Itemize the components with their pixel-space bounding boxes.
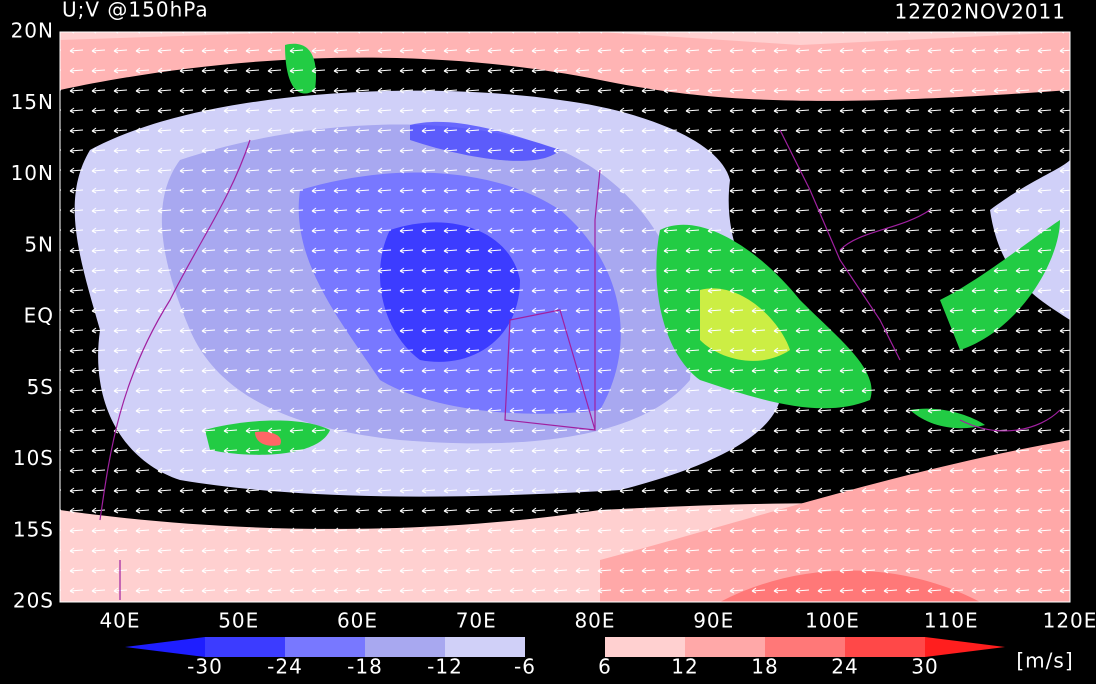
lon-label: 60E bbox=[337, 609, 378, 633]
colorbar-tick-label: 6 bbox=[598, 655, 612, 679]
colorbar-tick-label: -18 bbox=[347, 655, 383, 679]
lat-label: 15N bbox=[11, 90, 54, 114]
lat-label: 5S bbox=[27, 375, 54, 399]
lon-label: 80E bbox=[574, 609, 615, 633]
colorbar-tick-label: -6 bbox=[514, 655, 536, 679]
wind-vectors bbox=[60, 32, 1070, 602]
colorbar-tick-label: -24 bbox=[267, 655, 303, 679]
lat-label: 15S bbox=[13, 517, 54, 541]
colorbar-tick-label: 18 bbox=[751, 655, 778, 679]
lon-label: 50E bbox=[218, 609, 259, 633]
colorbar-segment bbox=[845, 637, 925, 657]
colorbar-tick-label: 12 bbox=[671, 655, 698, 679]
lat-label: 10N bbox=[11, 161, 54, 185]
colorbar-tick-label: -30 bbox=[187, 655, 223, 679]
colorbar-unit: [m/s] bbox=[1016, 649, 1073, 673]
colorbar-segment bbox=[125, 637, 205, 657]
colorbar-segment bbox=[205, 637, 285, 657]
colorbar: -30 -24 -18 -12 -6 6 12 18 24 30 bbox=[125, 637, 1005, 679]
lon-label: 90E bbox=[693, 609, 734, 633]
lat-label: 20S bbox=[13, 589, 54, 613]
timestamp: 12Z02NOV2011 bbox=[894, 0, 1066, 24]
plot-area bbox=[60, 32, 1070, 602]
lat-label: 20N bbox=[11, 19, 54, 43]
colorbar-segment bbox=[605, 637, 685, 657]
lon-label: 100E bbox=[805, 609, 860, 633]
lon-label: 120E bbox=[1043, 609, 1096, 633]
colorbar-segment bbox=[525, 637, 605, 657]
lat-label: 10S bbox=[13, 446, 54, 470]
colorbar-segment bbox=[765, 637, 845, 657]
lat-label: EQ bbox=[24, 304, 54, 328]
colorbar-tick-label: 30 bbox=[911, 655, 938, 679]
lon-label: 110E bbox=[924, 609, 979, 633]
colorbar-segment bbox=[285, 637, 365, 657]
lon-label: 70E bbox=[456, 609, 497, 633]
plot-frame bbox=[59, 31, 1071, 603]
lon-label: 40E bbox=[99, 609, 140, 633]
lat-label: 5N bbox=[24, 232, 54, 256]
colorbar-segment bbox=[925, 637, 1005, 657]
colorbar-segment bbox=[365, 637, 445, 657]
axis-labels: 20N 15N 10N 5N EQ 5S 10S 15S 20S 40E 50E 60E 70E 80E 9… bbox=[11, 19, 1096, 633]
colorbar-tick-label: 24 bbox=[831, 655, 858, 679]
title: U;V @150hPa bbox=[62, 0, 209, 22]
colorbar-tick-label: -12 bbox=[427, 655, 463, 679]
colorbar-segment bbox=[685, 637, 765, 657]
colorbar-segment bbox=[445, 637, 525, 657]
coastlines bbox=[99, 129, 1061, 600]
